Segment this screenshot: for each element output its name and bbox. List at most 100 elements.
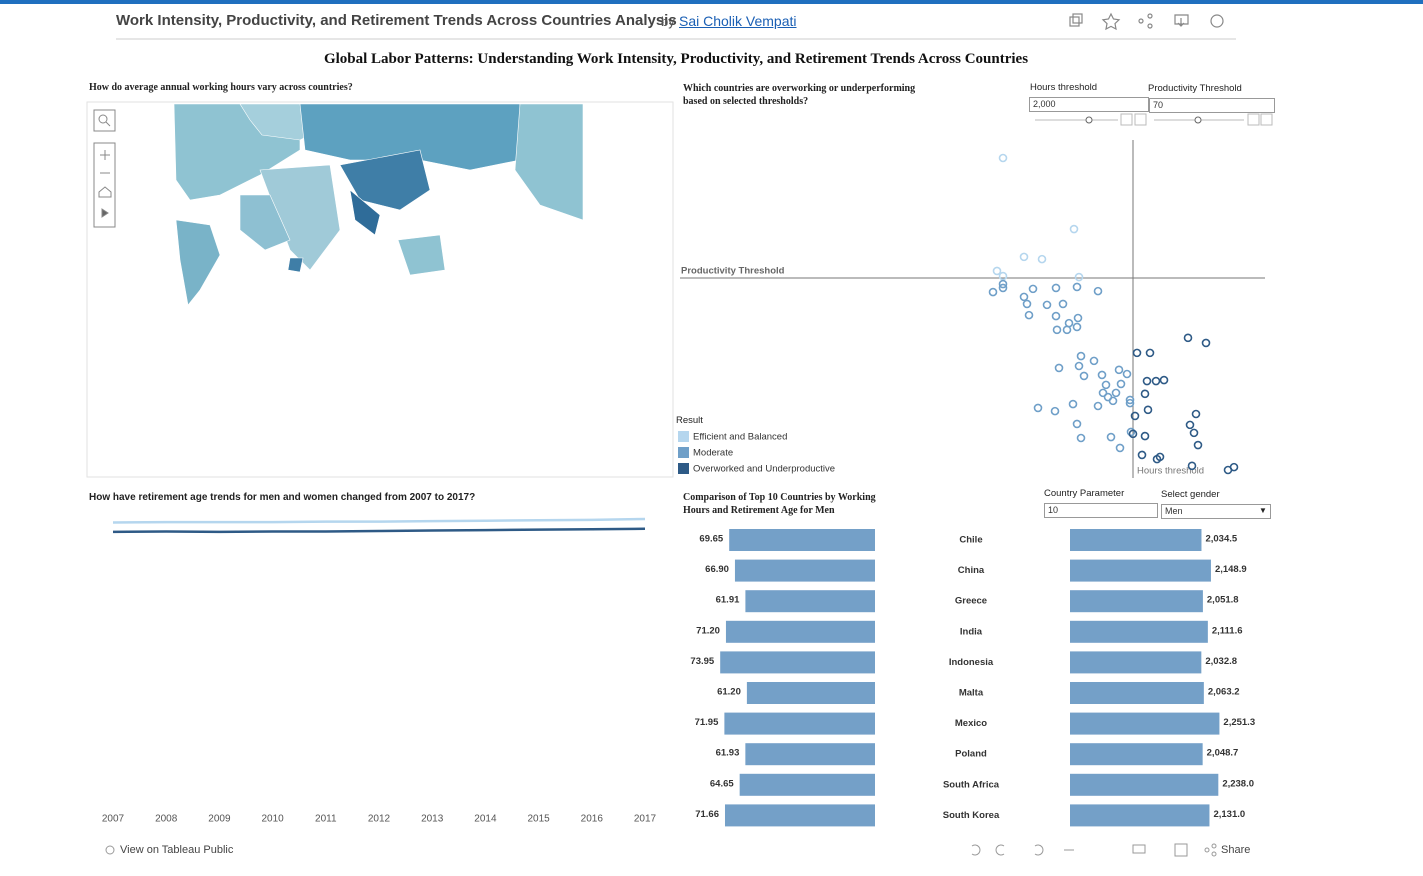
value-label: 2,063.2 <box>1208 687 1240 698</box>
bar <box>1070 590 1203 613</box>
scatter-point <box>1042 300 1052 310</box>
line-title: How have retirement age trends for men a… <box>89 492 476 503</box>
header-by: by <box>661 14 675 29</box>
x-tick-label: 2012 <box>368 814 391 825</box>
bar <box>1070 773 1219 796</box>
control-label: Select gender <box>1161 489 1220 500</box>
scatter-point <box>1143 405 1153 415</box>
scatter-point <box>998 271 1008 281</box>
control-label: Hours threshold <box>1030 82 1098 93</box>
map-zoom-controls[interactable] <box>93 109 116 228</box>
bar <box>1070 529 1202 551</box>
bar-title: Comparison of Top 10 Countries by Workin… <box>683 492 876 516</box>
scatter-point <box>1187 461 1197 471</box>
value-label: 69.65 <box>699 534 723 545</box>
bar <box>724 804 875 827</box>
scatter-point <box>1024 310 1034 320</box>
toolbar[interactable] <box>1069 12 1224 31</box>
scatter-point <box>1114 365 1124 375</box>
x-tick-label: 2013 <box>421 814 444 825</box>
value-label: 2,131.0 <box>1213 809 1245 820</box>
category-label: China <box>958 565 985 576</box>
gender-select[interactable]: Men <box>1161 504 1271 519</box>
value-label: 2,251.3 <box>1223 717 1255 728</box>
scatter-point <box>1191 409 1201 419</box>
productivity-input[interactable]: 70 <box>1149 98 1275 113</box>
bar <box>745 743 875 766</box>
scatter-point <box>1033 403 1043 413</box>
scatter-point <box>1052 325 1062 335</box>
category-label: Indonesia <box>949 657 994 668</box>
footer-icons[interactable] <box>105 843 1217 857</box>
scatter-point <box>1019 292 1029 302</box>
map <box>173 103 584 306</box>
value-label: 2,111.6 <box>1212 625 1243 636</box>
x-tick-label: 2016 <box>581 814 604 825</box>
bar <box>746 682 875 704</box>
value-label: 61.93 <box>716 748 740 759</box>
x-tick-label: 2010 <box>261 814 284 825</box>
scatter-point <box>1185 420 1195 430</box>
dropdown-arrow[interactable]: ▼ <box>1259 506 1267 515</box>
scatter-point <box>1028 284 1038 294</box>
category-label: Chile <box>959 535 982 546</box>
scatter-point <box>1106 432 1116 442</box>
scatter-point <box>1072 419 1082 429</box>
x-tick-label: 2014 <box>474 814 497 825</box>
country-input[interactable]: 10 <box>1044 503 1158 518</box>
scatter-point <box>1051 311 1061 321</box>
hours-input[interactable]: 2,000 <box>1029 97 1149 112</box>
scatter-point <box>1072 282 1082 292</box>
scatter-point <box>1062 325 1072 335</box>
bar <box>729 529 875 551</box>
share-button[interactable]: Share <box>1221 844 1251 856</box>
category-label: Poland <box>955 749 987 760</box>
scatter-point <box>1159 375 1169 385</box>
line-series <box>112 517 646 524</box>
bar <box>734 559 875 582</box>
category-label: South Africa <box>943 779 1000 790</box>
x-tick-label: 2007 <box>102 814 125 825</box>
dashboard-title: Global Labor Patterns: Understanding Wor… <box>323 51 1029 67</box>
category-label: Mexico <box>955 718 987 729</box>
legend-label: Efficient and Balanced <box>693 432 787 443</box>
scatter-point <box>1093 286 1103 296</box>
x-tick-label: 2017 <box>634 814 657 825</box>
scatter-point <box>1074 361 1084 371</box>
scatter-point <box>1097 370 1107 380</box>
scatter-point <box>1152 454 1162 464</box>
scatter-point <box>1183 333 1193 343</box>
value-label: 2,051.8 <box>1207 595 1239 606</box>
top-bar <box>0 0 1423 4</box>
scatter-point <box>1098 388 1108 398</box>
footer-bar <box>76 838 1276 862</box>
scatter-point <box>1142 376 1152 386</box>
header-title: Work Intensity, Productivity, and Retire… <box>116 12 677 29</box>
scatter-point <box>1201 338 1211 348</box>
scatter-point <box>998 279 1008 289</box>
scatter-point <box>1115 443 1125 453</box>
author-link[interactable]: Sai Cholik Vempati <box>679 13 797 29</box>
value-label: 2,048.7 <box>1207 748 1239 759</box>
scatter-point <box>1022 299 1032 309</box>
sliders[interactable] <box>1035 113 1273 126</box>
bar <box>1070 559 1211 582</box>
value-label: 71.20 <box>696 625 720 636</box>
scatter-point <box>1193 440 1203 450</box>
category-label: Greece <box>955 596 987 607</box>
scatter-point <box>988 287 998 297</box>
scatter-point <box>1101 380 1111 390</box>
scatter-point <box>1128 429 1138 439</box>
x-tick-label: 2011 <box>315 814 337 825</box>
category-label: India <box>960 626 983 637</box>
scatter-point <box>1068 399 1078 409</box>
bar <box>745 590 875 613</box>
legend-swatch <box>678 463 689 474</box>
x-tick-label: 2009 <box>208 814 231 825</box>
bar <box>1070 620 1208 643</box>
scatter-point <box>1058 299 1068 309</box>
value-label: 61.91 <box>716 595 740 606</box>
view-link[interactable]: View on Tableau Public <box>120 844 234 856</box>
